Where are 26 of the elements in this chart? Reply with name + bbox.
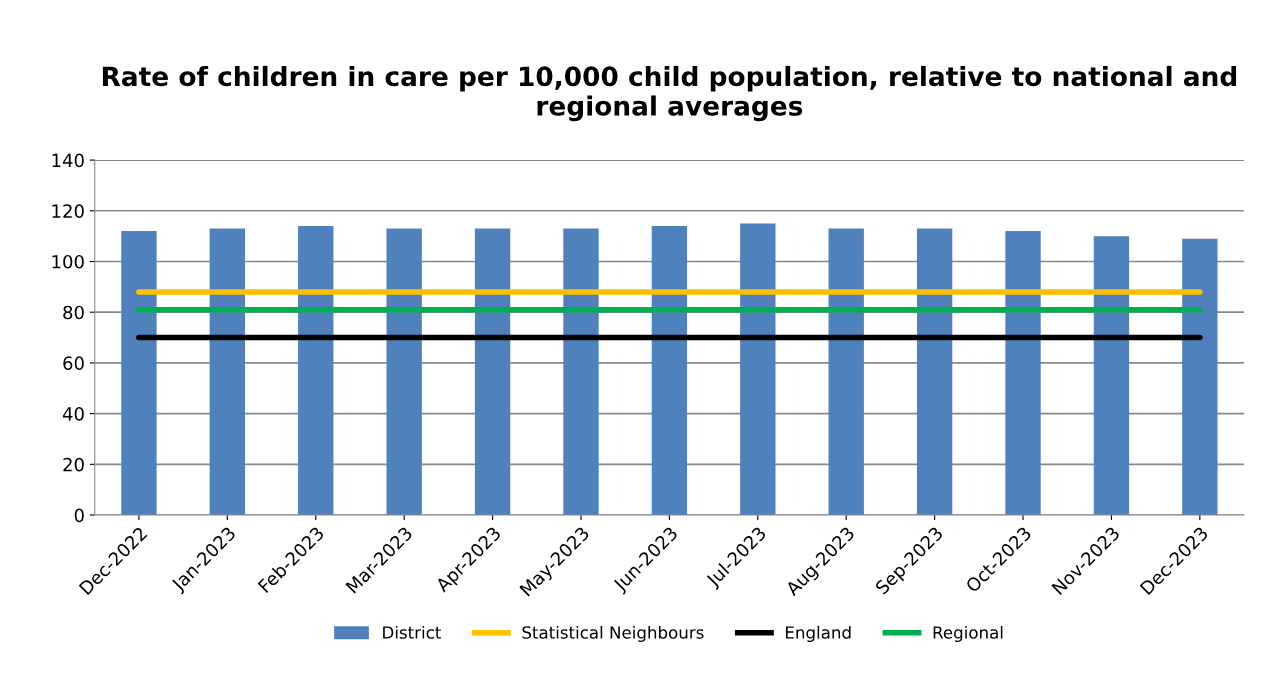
y-tick-label: 120 bbox=[52, 204, 84, 218]
bar bbox=[651, 226, 688, 516]
legend-label: District bbox=[383, 625, 441, 639]
bar bbox=[563, 228, 599, 516]
y-tick-label: 100 bbox=[52, 254, 84, 269]
y-tick-label: 80 bbox=[63, 305, 84, 320]
y-tick-label: 40 bbox=[62, 407, 84, 421]
bar bbox=[740, 223, 776, 516]
y-tick-label: 60 bbox=[63, 356, 84, 371]
bar bbox=[1182, 238, 1218, 516]
bar bbox=[209, 228, 246, 516]
y-tick-label: 20 bbox=[63, 457, 84, 472]
bar bbox=[1005, 231, 1041, 516]
bar bbox=[916, 228, 953, 516]
chart-title: Rate of children in care per 10,000 child population, relative to national and regional averages bbox=[102, 65, 1237, 122]
bar bbox=[386, 228, 422, 516]
legend-label: Statistical Neighbours bbox=[522, 625, 704, 643]
bar bbox=[828, 228, 864, 516]
bar bbox=[1093, 236, 1130, 516]
y-tick-label: 0 bbox=[74, 508, 84, 523]
y-tick-label: 140 bbox=[52, 153, 84, 168]
legend-label: England bbox=[786, 625, 851, 643]
legend-label: Regional bbox=[933, 625, 1003, 643]
bar bbox=[121, 231, 157, 516]
bar bbox=[474, 228, 511, 516]
bar bbox=[298, 226, 334, 516]
